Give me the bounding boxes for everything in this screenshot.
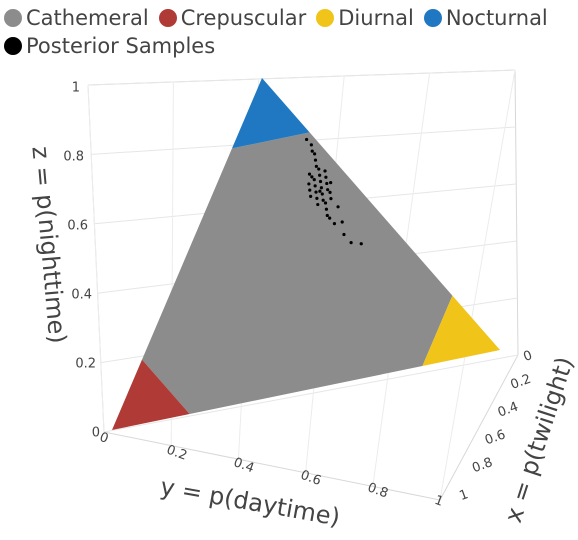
legend-item[interactable]: Diurnal xyxy=(316,6,414,30)
sample-point xyxy=(325,181,329,186)
sample-point xyxy=(326,188,330,192)
region xyxy=(232,78,310,149)
y-tick-label: 0.6 xyxy=(298,468,323,489)
sample-point xyxy=(314,190,318,194)
region xyxy=(142,132,453,414)
sample-point xyxy=(315,196,319,200)
sample-point xyxy=(318,189,322,193)
sample-point xyxy=(323,169,327,173)
grid-line xyxy=(103,354,519,433)
region xyxy=(422,295,500,366)
sample-point xyxy=(312,178,316,182)
legend-label: Posterior Samples xyxy=(26,34,216,58)
sample-point xyxy=(313,152,317,156)
legend-swatch xyxy=(316,9,335,27)
z-tick-label: 0.4 xyxy=(71,288,92,303)
z-tick-label: 0.6 xyxy=(67,219,88,234)
x-tick-label: 0.6 xyxy=(483,427,508,448)
sample-point xyxy=(310,149,314,153)
sample-point xyxy=(316,202,320,207)
legend-item[interactable]: Crepuscular xyxy=(158,6,307,30)
sample-point xyxy=(313,184,317,188)
x-tick-label: 0.2 xyxy=(509,372,534,393)
legend-item[interactable]: Cathemeral xyxy=(4,6,149,30)
sample-point xyxy=(359,242,363,246)
x-tick-label: 0 xyxy=(521,348,534,365)
sample-point xyxy=(307,172,312,176)
sample-point xyxy=(321,198,325,202)
sample-point xyxy=(308,188,312,192)
sample-point xyxy=(313,158,318,162)
sample-point xyxy=(349,241,353,245)
legend-swatch xyxy=(4,9,22,27)
sample-point xyxy=(325,213,329,218)
sample-point xyxy=(309,143,313,147)
z-tick-label: 0.8 xyxy=(63,150,84,165)
sample-point xyxy=(318,179,323,184)
legend-item[interactable]: Nocturnal xyxy=(423,6,548,30)
y-tick-label: 0.4 xyxy=(231,455,256,476)
sample-point xyxy=(310,175,314,179)
grid-line xyxy=(87,84,105,433)
sample-point xyxy=(323,201,328,205)
legend-item[interactable]: Posterior Samples xyxy=(4,34,215,58)
x-tick-label: 0.8 xyxy=(470,455,495,476)
x-tick-label: 0.4 xyxy=(496,399,521,420)
z-tick-label: 1 xyxy=(72,81,80,96)
legend-label: Nocturnal xyxy=(445,6,548,30)
sample-point xyxy=(328,216,332,220)
legend-label: Crepuscular xyxy=(180,6,307,30)
grid-line xyxy=(87,69,516,86)
sample-point xyxy=(328,190,332,194)
sample-point xyxy=(329,181,333,185)
sample-point xyxy=(324,175,328,179)
sample-point xyxy=(317,167,321,171)
sample-point xyxy=(318,173,322,177)
sample-point xyxy=(320,192,324,196)
sample-point xyxy=(307,182,311,186)
sample-point xyxy=(336,205,340,209)
sample-point xyxy=(324,207,329,211)
sample-point xyxy=(305,137,309,142)
y-tick-label: 1 xyxy=(432,493,445,510)
y-tick-label: 0.8 xyxy=(365,480,390,501)
legend-label: Diurnal xyxy=(338,6,414,30)
sample-point xyxy=(309,194,313,198)
legend-label: Cathemeral xyxy=(26,6,149,30)
sample-point xyxy=(342,232,346,237)
z-tick-label: 0.2 xyxy=(75,357,96,372)
sample-point xyxy=(319,186,323,190)
y-tick-label: 0.2 xyxy=(164,443,189,464)
legend-swatch xyxy=(423,9,442,27)
legend-swatch xyxy=(158,9,177,27)
sample-point xyxy=(340,220,344,224)
sample-point xyxy=(329,197,333,201)
sample-point xyxy=(332,222,337,226)
legend: Cathemeral Crepuscular Diurnal Nocturnal Pos… xyxy=(4,6,574,58)
grid-line xyxy=(439,69,516,501)
z-tick-label: 0 xyxy=(92,426,100,441)
z-axis-title: z = p(nighttime) xyxy=(26,145,71,345)
x-tick-label: 1 xyxy=(457,487,470,504)
region xyxy=(112,359,190,430)
sample-point xyxy=(314,164,318,168)
legend-swatch xyxy=(4,37,22,55)
